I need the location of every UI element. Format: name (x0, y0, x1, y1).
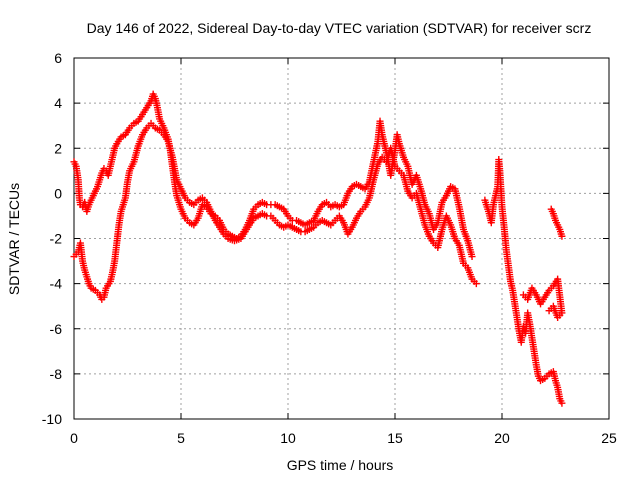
data-point (558, 232, 566, 240)
y-tick-label: 0 (54, 185, 62, 201)
data-point (545, 307, 553, 315)
y-tick-label: 6 (54, 50, 62, 66)
x-axis-label: GPS time / hours (287, 457, 394, 473)
x-tick-label: 15 (387, 430, 403, 446)
data-point (472, 280, 480, 288)
y-tick-labels: -10 -8 -6 -4 -2 0 2 4 6 (42, 50, 62, 427)
x-tick-label: 10 (280, 430, 296, 446)
data-point (468, 253, 476, 261)
chart-title: Day 146 of 2022, Sidereal Day-to-day VTE… (87, 20, 592, 36)
y-tick-label: -6 (50, 321, 63, 337)
y-tick-label: 4 (54, 95, 62, 111)
x-tick-label: 20 (494, 430, 510, 446)
y-tick-label: -4 (50, 276, 63, 292)
y-tick-label: -10 (42, 411, 62, 427)
y-tick-label: -8 (50, 366, 63, 382)
data-series (70, 90, 566, 407)
x-tick-labels: 0 5 10 15 20 25 (70, 430, 617, 446)
series-trace (481, 156, 566, 407)
grid-lines (74, 58, 609, 419)
x-tick-label: 25 (601, 430, 617, 446)
y-axis-label: SDTVAR / TECUs (6, 183, 22, 295)
x-tick-label: 0 (70, 430, 78, 446)
data-point (558, 399, 566, 407)
series-trace (70, 119, 480, 303)
y-tick-label: 2 (54, 140, 62, 156)
y-tick-label: -2 (50, 231, 63, 247)
x-tick-label: 5 (177, 430, 185, 446)
